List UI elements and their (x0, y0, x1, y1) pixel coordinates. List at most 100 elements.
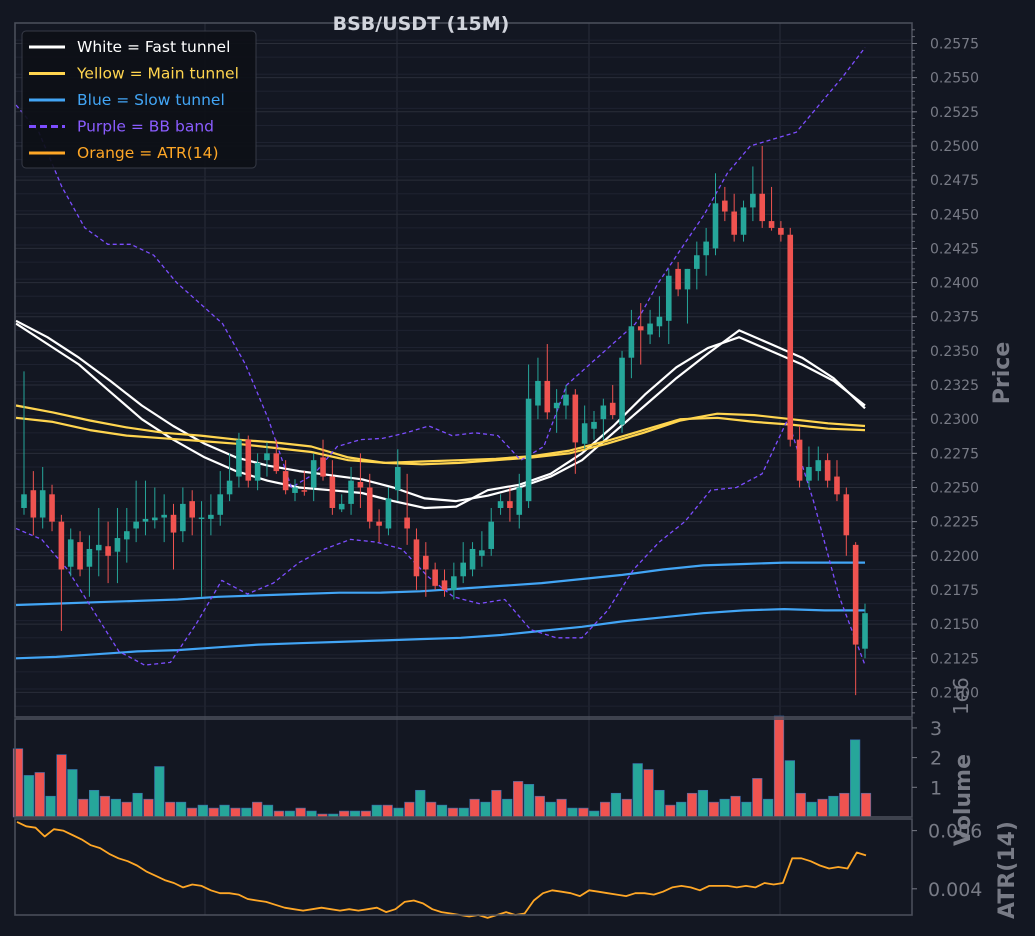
volume-bar (393, 807, 404, 818)
candle-body (67, 539, 74, 567)
candle-body (647, 323, 653, 335)
candle-body (264, 453, 270, 461)
candle-body (581, 423, 588, 444)
candle-body (366, 487, 373, 522)
legend-label: Yellow = Main tunnel (76, 65, 239, 83)
volume-bar (230, 807, 241, 818)
legend-label: Orange = ATR(14) (77, 144, 219, 162)
volume-bar (219, 804, 230, 818)
volume-bar (828, 795, 839, 818)
candle-body (750, 193, 756, 208)
volume-bar (654, 789, 665, 818)
candle-body (675, 268, 681, 290)
overlay-layer (15, 47, 866, 666)
candle-body (469, 548, 476, 570)
atr-axis-label: ATR(14) (995, 821, 1020, 919)
volume-bar (491, 789, 502, 818)
volume-bar (165, 801, 176, 818)
candle-body (740, 207, 747, 235)
volume-bar (643, 769, 654, 818)
price-axis-label: Price (990, 342, 1015, 404)
volume-bar (371, 804, 382, 818)
volume-bar (773, 715, 785, 818)
volume-bar (197, 804, 208, 818)
candle-body (170, 514, 177, 533)
candle-body (236, 439, 242, 477)
candle-body (180, 503, 186, 532)
candle-body (834, 476, 840, 495)
volume-bar (110, 798, 121, 818)
candle-body (619, 357, 625, 425)
candle-body (535, 380, 541, 406)
candle-body (656, 316, 663, 327)
volume-bar (45, 795, 56, 818)
candle-body (563, 394, 569, 406)
volume-bar (730, 795, 741, 818)
volume-bar (295, 807, 306, 818)
volume-bar (306, 810, 317, 818)
volume-tick-label: 2 (930, 748, 942, 770)
candle-body (759, 193, 766, 222)
volume-bar (349, 810, 361, 818)
candle-body (497, 501, 504, 508)
volume-bar (121, 801, 132, 818)
price-tick-label: 0.2375 (930, 310, 979, 326)
volume-bar (56, 754, 67, 818)
price-tick-label: 0.2450 (930, 207, 979, 223)
volume-bar (132, 792, 143, 818)
price-tick-label: 0.2275 (930, 446, 979, 462)
overlay-line (15, 561, 865, 607)
candle-body (628, 326, 635, 358)
candle-body (413, 539, 420, 577)
overlay-line (15, 607, 865, 660)
volume-bar (850, 739, 861, 818)
price-tick-label: 0.2475 (930, 173, 979, 189)
volume-bar (741, 801, 752, 818)
volume-bar (599, 801, 611, 818)
candle-body (665, 275, 672, 321)
candle-body (703, 241, 709, 256)
candle-body (460, 562, 466, 577)
candle-body (292, 487, 298, 493)
candle-body (133, 521, 139, 529)
price-tick-label: 0.2550 (930, 71, 979, 87)
candle-body (862, 613, 868, 649)
candle-body (787, 234, 794, 440)
volume-bar (795, 792, 806, 818)
panel-frame (14, 718, 913, 818)
price-tick-label: 0.2250 (930, 480, 979, 496)
volume-bar (817, 798, 828, 818)
candle-body (553, 402, 560, 409)
atr-tick-label: 0.004 (928, 879, 982, 901)
candle-body (385, 498, 392, 529)
candle-body (852, 544, 859, 645)
candle-body (722, 200, 728, 212)
candle-body (694, 255, 700, 269)
volume-bar (447, 807, 458, 818)
candle-body (301, 490, 308, 492)
candle-body (86, 548, 93, 567)
legend-box (21, 30, 257, 169)
candle-body (245, 439, 252, 481)
volume-bar (143, 798, 154, 818)
volume-bar (480, 801, 491, 818)
volume-bar (273, 810, 285, 818)
volume-scale-label: 1e6 (949, 677, 973, 715)
volume-bar (78, 798, 89, 818)
legend: White = Fast tunnel Yellow = Main tunnel B… (21, 30, 257, 169)
panel-frame (14, 818, 913, 916)
panel-frame (14, 22, 913, 718)
candle-body (544, 380, 551, 413)
price-tick-label: 0.2500 (930, 139, 979, 155)
candle-body (226, 480, 233, 495)
chart-title: BSB/USDT (15M) (333, 13, 510, 35)
candle-body (39, 490, 46, 518)
candle-body (30, 490, 37, 518)
candle-body (338, 503, 345, 510)
volume-bar (426, 801, 437, 818)
atr-layer (16, 821, 867, 919)
candle-body (525, 398, 532, 502)
atr-tick-label: 0.006 (928, 821, 982, 843)
candle-body (329, 476, 336, 508)
candle-body (198, 517, 205, 520)
